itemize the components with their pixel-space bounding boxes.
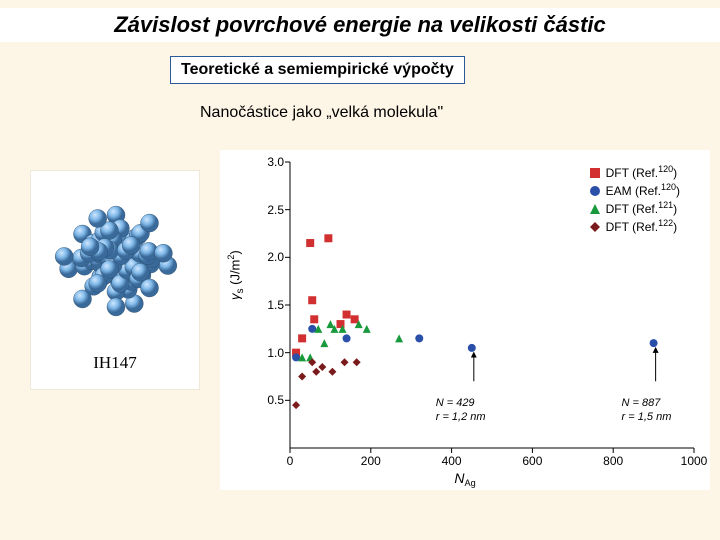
xtick: 400 <box>442 454 462 468</box>
title: Závislost povrchové energie na velikosti… <box>0 8 720 42</box>
xtick: 1000 <box>681 454 708 468</box>
ytick: 1.0 <box>256 346 284 360</box>
subtitle-secondary: Nanočástice jako „velká molekula" <box>200 104 443 122</box>
ytick: 2.5 <box>256 203 284 217</box>
ytick: 1.5 <box>256 298 284 312</box>
xtick: 200 <box>361 454 381 468</box>
ytick: 2.0 <box>256 250 284 264</box>
molecule-panel: IH147 <box>30 170 200 390</box>
xtick: 0 <box>287 454 294 468</box>
x-axis-label: NAg <box>454 470 475 488</box>
xtick: 600 <box>522 454 542 468</box>
subtitle-box: Teoretické a semiempirické výpočty <box>170 56 465 84</box>
molecule-icon <box>31 171 201 351</box>
y-axis-label: γs (J/m2) <box>226 250 246 300</box>
ytick: 0.5 <box>256 393 284 407</box>
molecule-label: IH147 <box>31 353 199 373</box>
ytick: 3.0 <box>256 155 284 169</box>
chart-annotation: N = 887r = 1,5 nm <box>622 396 672 425</box>
chart-panel: γs (J/m2) NAg DFT (Ref.120)EAM (Ref.120)… <box>220 150 710 490</box>
xtick: 800 <box>603 454 623 468</box>
chart-annotation: N = 429r = 1,2 nm <box>436 396 486 425</box>
